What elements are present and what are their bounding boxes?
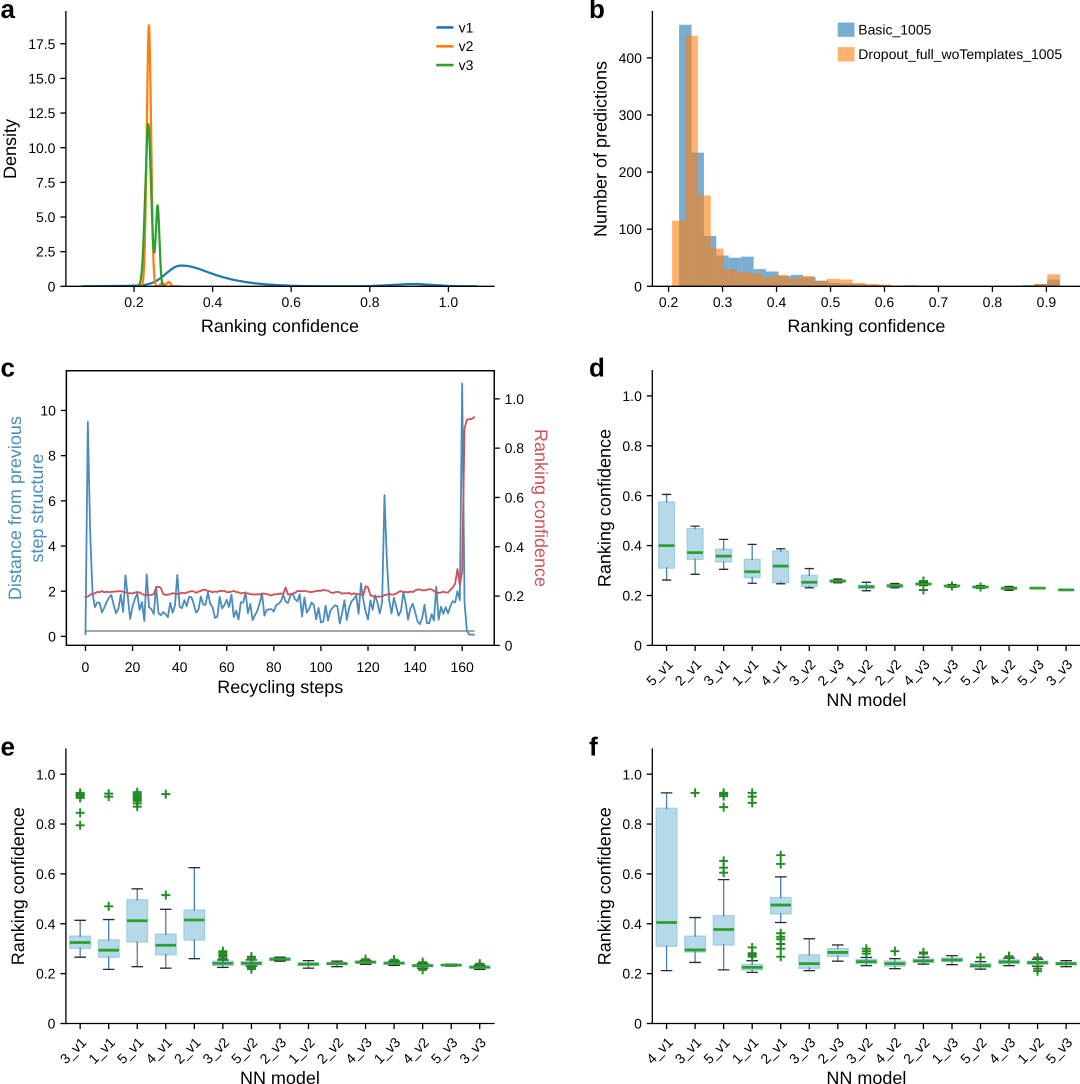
svg-text:Ranking confidence: Ranking confidence bbox=[201, 315, 359, 336]
svg-text:0.3: 0.3 bbox=[713, 296, 733, 311]
svg-text:Number of predictions: Number of predictions bbox=[590, 60, 611, 237]
svg-text:80: 80 bbox=[266, 661, 282, 676]
svg-text:40: 40 bbox=[172, 661, 188, 676]
svg-text:e: e bbox=[1, 732, 15, 761]
svg-text:10.0: 10.0 bbox=[28, 142, 56, 157]
svg-text:1.0: 1.0 bbox=[505, 393, 525, 408]
svg-text:0.9: 0.9 bbox=[1037, 296, 1057, 311]
svg-text:0.2: 0.2 bbox=[124, 296, 144, 311]
svg-text:0.4: 0.4 bbox=[622, 540, 642, 555]
svg-text:0.4: 0.4 bbox=[767, 296, 787, 311]
svg-text:Ranking confidence: Ranking confidence bbox=[594, 429, 615, 587]
svg-text:100: 100 bbox=[309, 661, 333, 676]
svg-text:0: 0 bbox=[48, 1017, 56, 1032]
svg-text:160: 160 bbox=[450, 661, 474, 676]
svg-text:0.6: 0.6 bbox=[36, 868, 56, 883]
svg-text:6: 6 bbox=[48, 495, 56, 510]
svg-text:0: 0 bbox=[82, 661, 90, 676]
svg-text:v1: v1 bbox=[459, 21, 474, 36]
svg-text:0.5: 0.5 bbox=[821, 296, 841, 311]
svg-text:0.8: 0.8 bbox=[983, 296, 1003, 311]
svg-text:Density: Density bbox=[0, 118, 20, 179]
svg-text:step structure: step structure bbox=[26, 454, 47, 563]
svg-text:Recycling steps: Recycling steps bbox=[217, 676, 344, 697]
svg-text:0.8: 0.8 bbox=[505, 442, 525, 457]
svg-text:60: 60 bbox=[219, 661, 235, 676]
svg-text:Dropout_full_woTemplates_1005: Dropout_full_woTemplates_1005 bbox=[858, 48, 1062, 63]
svg-text:0: 0 bbox=[634, 1017, 642, 1032]
svg-text:15.0: 15.0 bbox=[28, 72, 56, 87]
svg-text:0: 0 bbox=[634, 280, 642, 295]
svg-text:NN model: NN model bbox=[826, 1067, 906, 1084]
svg-text:0.7: 0.7 bbox=[929, 296, 949, 311]
svg-text:0.8: 0.8 bbox=[622, 440, 642, 455]
svg-text:Ranking confidence: Ranking confidence bbox=[7, 807, 28, 965]
svg-text:0.4: 0.4 bbox=[203, 296, 223, 311]
svg-text:f: f bbox=[589, 732, 599, 761]
svg-text:8: 8 bbox=[48, 450, 56, 465]
svg-text:5.0: 5.0 bbox=[36, 211, 56, 226]
svg-text:0.2: 0.2 bbox=[622, 589, 642, 604]
svg-text:c: c bbox=[1, 353, 15, 382]
svg-text:2: 2 bbox=[48, 585, 56, 600]
svg-text:2.5: 2.5 bbox=[36, 246, 56, 261]
svg-text:100: 100 bbox=[619, 223, 643, 238]
svg-text:0.6: 0.6 bbox=[622, 490, 642, 505]
svg-text:a: a bbox=[1, 0, 16, 24]
svg-text:Ranking confidence: Ranking confidence bbox=[787, 315, 945, 336]
svg-text:4: 4 bbox=[48, 540, 56, 555]
svg-text:0.8: 0.8 bbox=[360, 296, 380, 311]
svg-text:1.0: 1.0 bbox=[439, 296, 459, 311]
svg-text:Distance from previous: Distance from previous bbox=[4, 415, 25, 600]
svg-text:200: 200 bbox=[619, 166, 643, 181]
svg-text:0.4: 0.4 bbox=[36, 918, 56, 933]
svg-text:v2: v2 bbox=[459, 40, 474, 55]
svg-text:NN model: NN model bbox=[826, 689, 906, 710]
svg-text:120: 120 bbox=[356, 661, 380, 676]
svg-text:Ranking confidence: Ranking confidence bbox=[594, 807, 615, 965]
svg-text:17.5: 17.5 bbox=[28, 38, 56, 53]
svg-text:140: 140 bbox=[403, 661, 427, 676]
svg-text:v3: v3 bbox=[459, 59, 474, 74]
svg-text:0.8: 0.8 bbox=[622, 818, 642, 833]
svg-text:0.6: 0.6 bbox=[281, 296, 301, 311]
svg-text:0.2: 0.2 bbox=[36, 968, 56, 983]
svg-text:0.2: 0.2 bbox=[659, 296, 679, 311]
svg-text:0.6: 0.6 bbox=[622, 868, 642, 883]
svg-text:400: 400 bbox=[619, 52, 643, 67]
svg-text:0.2: 0.2 bbox=[622, 968, 642, 983]
svg-text:0: 0 bbox=[48, 630, 56, 645]
svg-text:0: 0 bbox=[48, 280, 56, 295]
svg-text:1.0: 1.0 bbox=[36, 768, 56, 783]
svg-text:12.5: 12.5 bbox=[28, 107, 56, 122]
svg-text:Basic_1005: Basic_1005 bbox=[858, 23, 932, 38]
svg-text:1.0: 1.0 bbox=[622, 768, 642, 783]
svg-text:10: 10 bbox=[40, 404, 56, 419]
svg-text:1.0: 1.0 bbox=[622, 390, 642, 405]
svg-text:0.2: 0.2 bbox=[505, 590, 525, 605]
svg-text:20: 20 bbox=[125, 661, 141, 676]
svg-text:d: d bbox=[589, 353, 605, 382]
svg-text:0.6: 0.6 bbox=[875, 296, 895, 311]
svg-text:300: 300 bbox=[619, 109, 643, 124]
svg-text:NN model: NN model bbox=[240, 1067, 320, 1084]
svg-text:0: 0 bbox=[634, 639, 642, 654]
svg-text:0: 0 bbox=[505, 639, 513, 654]
svg-text:0.4: 0.4 bbox=[505, 541, 525, 556]
svg-text:7.5: 7.5 bbox=[36, 176, 56, 191]
svg-text:0.4: 0.4 bbox=[622, 918, 642, 933]
svg-text:0.6: 0.6 bbox=[505, 491, 525, 506]
svg-text:Ranking confidence: Ranking confidence bbox=[531, 429, 552, 587]
svg-text:b: b bbox=[589, 0, 605, 24]
svg-text:0.8: 0.8 bbox=[36, 818, 56, 833]
